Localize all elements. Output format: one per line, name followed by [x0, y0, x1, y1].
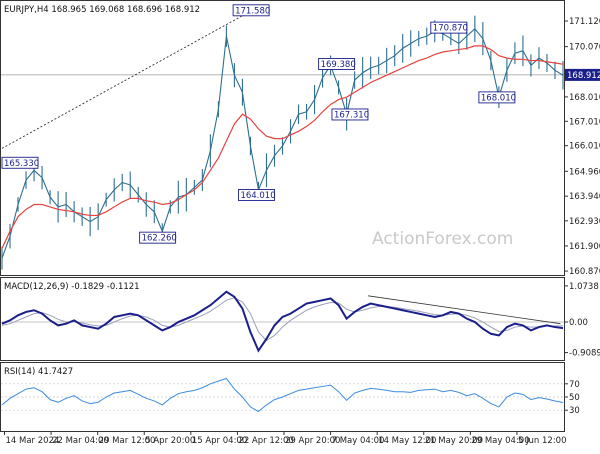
price-panel-frame: [0, 0, 565, 276]
price-label: 168.010: [481, 93, 516, 103]
price-label: 167.310: [334, 110, 369, 120]
rsi-y-axis: 70 50 30: [564, 380, 580, 416]
price-label: 170.870: [433, 24, 468, 34]
price-label-box: [331, 108, 369, 121]
macd-y-axis: 1.0738 0.00 -0.9089: [564, 282, 600, 359]
watermark: ActionForex.com: [372, 229, 513, 249]
price-tick-label: 160.870: [569, 267, 600, 277]
price-series: [1, 9, 564, 270]
current-price-label: 168.912: [567, 71, 600, 81]
price-label-box: [478, 91, 516, 104]
price-tick-label: 162.930: [569, 217, 600, 227]
time-tick-label: 7 May 04:00: [332, 436, 385, 446]
time-tick-label: 5 Jun 12:00: [518, 436, 567, 446]
price-label-box: [430, 21, 468, 34]
time-tick-label: 29 Mar 12:00: [99, 436, 156, 446]
price-label-box: [1, 156, 39, 169]
time-tick-label: 14 Mar 2024: [6, 436, 60, 446]
price-label: 162.260: [142, 234, 177, 244]
price-y-axis: 171.120170.070168.970168.010167.010166.0…: [564, 17, 600, 277]
rsi-series: [1, 377, 564, 413]
time-tick-label: 14 May 12:00: [378, 436, 436, 446]
time-tick-label: 29 May 04:00: [471, 436, 529, 446]
macd-tick-label: -0.9089: [569, 349, 600, 359]
macd-trendline: [367, 295, 561, 325]
price-label: 164.010: [240, 191, 275, 201]
price-label: 171.580: [235, 6, 270, 16]
price-tick-label: 163.940: [569, 192, 600, 202]
price-tick-label: 167.010: [569, 117, 600, 127]
rsi-header: RSI(14) 41.7427: [4, 367, 73, 377]
time-tick-label: 21 May 20:00: [425, 436, 483, 446]
time-tick-label: 22 Mar 04:00: [52, 436, 109, 446]
price-header: EURJPY,H4 168.965 169.068 168.696 168.91…: [4, 5, 200, 15]
time-tick-label: 29 Apr 20:00: [285, 436, 340, 446]
time-tick-label: 22 Apr 12:00: [238, 436, 293, 446]
current-price-marker: 168.912: [565, 68, 600, 81]
price-line: [1, 28, 564, 259]
time-tick-label: 5 Apr 20:00: [145, 436, 195, 446]
price-label-box: [232, 4, 270, 17]
price-label-box: [139, 231, 177, 244]
current-price-box: [565, 68, 600, 81]
price-labels: 171.580 165.330 162.260 164.010 169.380 167.3…: [1, 4, 516, 244]
macd-tick-label: 0.00: [569, 318, 588, 328]
price-label-box: [318, 58, 356, 70]
price-tick-label: 170.070: [569, 43, 600, 53]
price-tick-label: 164.960: [569, 167, 600, 177]
macd-panel-frame: [0, 277, 565, 361]
macd-header: MACD(12,26,9) -0.1829 -0.1121: [4, 282, 140, 292]
macd-line: [1, 290, 564, 353]
macd-series: [1, 290, 564, 353]
time-tick-label: 15 Apr 04:00: [192, 436, 247, 446]
macd-tick-label: 1.0738: [569, 282, 599, 292]
rsi-tick-label: 30: [569, 406, 580, 416]
price-tick-label: 166.010: [569, 142, 600, 152]
macd-signal-line: [1, 297, 564, 342]
price-tick-label: 161.900: [569, 242, 600, 252]
price-tick-label: 171.120: [569, 17, 600, 27]
moving-average-line: [1, 45, 564, 249]
price-label: 169.380: [321, 60, 356, 70]
rsi-line: [1, 377, 564, 413]
price-label: 165.330: [4, 159, 39, 169]
price-tick-label: 168.010: [569, 93, 600, 103]
rsi-tick-label: 50: [569, 393, 580, 403]
rsi-tick-label: 70: [569, 380, 580, 390]
price-label-box: [238, 189, 275, 201]
